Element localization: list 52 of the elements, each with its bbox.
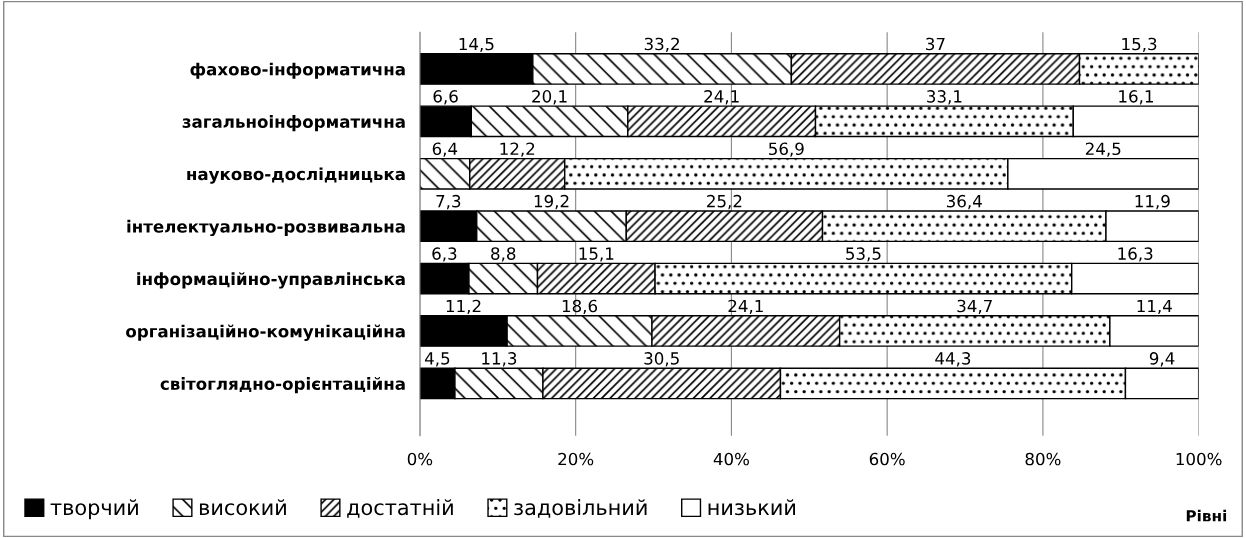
data-label: 14,5 xyxy=(459,37,494,52)
data-label: 16,3 xyxy=(1118,247,1153,262)
data-label: 6,6 xyxy=(433,90,458,105)
x-tick-label: 100% xyxy=(1176,452,1222,466)
x-tick-label: 0% xyxy=(407,452,433,466)
data-label: 36,4 xyxy=(946,194,982,210)
data-label: 19,2 xyxy=(534,194,569,210)
data-label: 18,6 xyxy=(562,299,598,314)
y-tick-label: інтелектуально-розвивальна xyxy=(127,219,405,237)
y-tick-label: науково-дослідницька xyxy=(187,167,405,184)
data-label: 7,3 xyxy=(436,194,461,210)
data-label: 33,1 xyxy=(927,90,962,105)
y-tick-label: інформаційно-управлінська xyxy=(137,272,405,289)
y-tick-label: світоглядно-орієнтаційна xyxy=(160,377,405,394)
data-label: 4,5 xyxy=(424,352,450,367)
x-tick-label: 40% xyxy=(713,452,749,466)
data-label: 15,3 xyxy=(1122,37,1157,52)
data-label: 12,2 xyxy=(500,142,535,157)
y-tick-label: загальноінформатична xyxy=(182,115,405,132)
data-label: 16,1 xyxy=(1119,90,1153,105)
legend-label: творчий xyxy=(50,499,138,520)
y-tick-label: фахово-інформатична xyxy=(190,62,405,79)
data-label: 11,4 xyxy=(1137,299,1172,314)
data-label: 53,5 xyxy=(846,247,881,262)
data-label: 6,4 xyxy=(432,142,458,157)
data-label: 44,3 xyxy=(935,352,971,367)
data-label: 9,4 xyxy=(1149,352,1175,367)
data-label: 8,8 xyxy=(491,247,516,262)
data-label: 24,5 xyxy=(1085,142,1121,157)
legend-label: задовільний xyxy=(514,499,647,518)
data-label: 25,2 xyxy=(707,194,742,210)
data-label: 11,3 xyxy=(482,352,517,367)
data-label: 6,3 xyxy=(432,247,457,262)
data-label: 24,1 xyxy=(728,299,763,314)
data-label: 56,9 xyxy=(769,142,804,157)
data-label: 24,1 xyxy=(704,90,739,105)
data-label: 33,2 xyxy=(644,37,679,52)
y-tick-label: організаційно-комунікаційна xyxy=(126,324,405,341)
data-label: 20,1 xyxy=(532,90,567,105)
legend-label: достатній xyxy=(347,499,453,518)
data-label: 34,7 xyxy=(957,299,992,314)
x-tick-label: 20% xyxy=(558,452,594,466)
legend-label: низький xyxy=(708,499,795,516)
x-tick-label: 80% xyxy=(1025,452,1061,466)
legend-label: високий xyxy=(199,499,286,516)
x-tick-label: 60% xyxy=(869,452,905,466)
legend-title: Рівні xyxy=(1186,509,1227,522)
data-label: 15,1 xyxy=(579,247,614,262)
data-label: 11,9 xyxy=(1135,194,1170,210)
data-label: 30,5 xyxy=(644,352,679,367)
data-label: 11,2 xyxy=(446,299,481,314)
data-label: 37 xyxy=(926,37,945,51)
